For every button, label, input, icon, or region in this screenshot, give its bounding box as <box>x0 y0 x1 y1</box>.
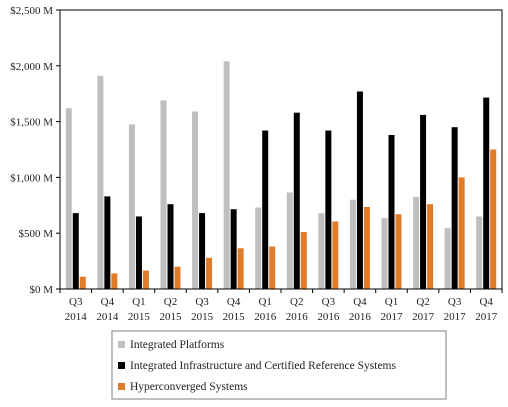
x-tick-label-quarter: Q3 <box>195 296 209 308</box>
y-tick-label: $2,500 M <box>10 5 53 17</box>
bar-1-q3-2015 <box>192 111 199 289</box>
bar-3-q4-2014 <box>111 273 118 289</box>
bar-2-q4-2015 <box>230 209 237 289</box>
x-tick-label-quarter: Q3 <box>69 296 83 308</box>
bar-3-q3-2016 <box>332 221 339 289</box>
bar-1-q2-2017 <box>413 196 420 289</box>
bar-2-q2-2017 <box>420 114 427 290</box>
y-tick-label: $1,000 M <box>10 172 53 184</box>
x-tick-label-quarter: Q4 <box>479 296 493 308</box>
bar-2-q1-2015 <box>135 216 142 289</box>
bar-1-q4-2017 <box>476 216 483 289</box>
bar-2-q2-2015 <box>167 204 174 289</box>
x-tick-label-quarter: Q1 <box>132 296 145 308</box>
bar-3-q1-2016 <box>269 246 276 289</box>
y-tick-label: $1,500 M <box>10 117 53 129</box>
bar-2-q3-2017 <box>451 127 458 290</box>
x-tick-label-year: 2016 <box>317 311 340 323</box>
x-tick-label-year: 2015 <box>223 311 246 323</box>
x-tick-label-quarter: Q4 <box>227 296 241 308</box>
legend-label-2: Integrated Infrastructure and Certified … <box>130 360 397 372</box>
y-tick-label: $500 M <box>18 228 53 240</box>
x-tick-label-year: 2017 <box>381 311 404 323</box>
axes-group <box>56 9 503 293</box>
x-tick-label-year: 2016 <box>286 311 309 323</box>
bar-3-q2-2016 <box>300 232 307 289</box>
x-tick-label-year: 2016 <box>349 311 372 323</box>
bar-3-q2-2015 <box>174 266 181 289</box>
bar-2-q4-2016 <box>356 91 363 289</box>
bar-3-q2-2017 <box>427 204 434 289</box>
bar-2-q3-2015 <box>199 213 206 289</box>
bar-1-q4-2014 <box>97 75 104 289</box>
bar-2-q1-2017 <box>388 134 395 289</box>
x-tick-label-year: 2015 <box>128 311 151 323</box>
x-tick-label-quarter: Q2 <box>164 296 177 308</box>
bar-1-q4-2015 <box>223 61 230 290</box>
x-tick-label-quarter: Q2 <box>416 296 429 308</box>
y-tick-label: $2,000 M <box>10 61 53 73</box>
legend-box <box>111 330 447 400</box>
x-tick-label-quarter: Q1 <box>258 296 271 308</box>
x-tick-label-year: 2015 <box>191 311 214 323</box>
x-tick-label-year: 2017 <box>444 311 467 323</box>
bar-2-q4-2014 <box>104 196 111 289</box>
bar-2-q1-2016 <box>262 130 269 289</box>
x-tick-label-year: 2016 <box>254 311 277 323</box>
legend-swatch-3 <box>118 383 125 390</box>
x-tick-label-year: 2017 <box>412 311 435 323</box>
bar-1-q3-2017 <box>444 228 451 289</box>
x-tick-label-quarter: Q3 <box>322 296 336 308</box>
bar-3-q3-2015 <box>206 257 213 289</box>
bar-1-q1-2016 <box>255 207 262 289</box>
bar-3-q1-2017 <box>395 214 402 289</box>
bar-2-q4-2017 <box>483 97 490 289</box>
plot-frame <box>59 9 503 290</box>
x-tick-label-quarter: Q4 <box>353 296 367 308</box>
x-tick-label-year: 2017 <box>475 311 498 323</box>
bar-2-q2-2016 <box>293 112 300 289</box>
bar-1-q1-2017 <box>381 218 388 289</box>
x-tick-labels: Q3 2014 Q4 2014 Q1 2015 Q2 2015 Q3 2015 Q4 2015 Q1 20… <box>65 296 498 323</box>
bar-1-q3-2016 <box>318 213 325 289</box>
x-tick-label-quarter: Q1 <box>385 296 398 308</box>
y-tick-label: $0 M <box>29 284 53 296</box>
x-tick-label-year: 2015 <box>160 311 183 323</box>
legend-swatch-2 <box>118 362 125 369</box>
x-tick-label-year: 2014 <box>65 311 88 323</box>
legend-label-3: Hyperconverged Systems <box>130 381 248 393</box>
y-tick-labels: $0 M $500 M $1,000 M $1,500 M $2,000 M $2,500… <box>10 5 53 296</box>
bar-3-q4-2016 <box>363 206 370 289</box>
bar-1-q4-2016 <box>349 199 356 289</box>
bar-1-q2-2015 <box>160 100 167 290</box>
x-tick-label-quarter: Q4 <box>101 296 115 308</box>
bar-3-q4-2017 <box>490 149 497 289</box>
bar-3-q1-2015 <box>142 270 149 289</box>
bar-1-q3-2014 <box>65 108 72 290</box>
legend-swatch-1 <box>118 341 125 348</box>
bar-3-q3-2017 <box>458 177 465 289</box>
x-tick-label-year: 2014 <box>96 311 119 323</box>
bar-2-q3-2016 <box>325 130 332 289</box>
legend-label-1: Integrated Platforms <box>130 339 225 351</box>
x-tick-label-quarter: Q2 <box>290 296 303 308</box>
bar-3-q3-2014 <box>79 276 86 289</box>
bars-group <box>65 61 497 290</box>
bar-2-q3-2014 <box>72 213 79 289</box>
bar-1-q2-2016 <box>286 192 293 289</box>
legend: Integrated Platforms Integrated Infrastru… <box>111 330 447 400</box>
bar-1-q1-2015 <box>128 124 135 289</box>
x-tick-label-quarter: Q3 <box>448 296 462 308</box>
bar-3-q4-2015 <box>237 248 244 289</box>
